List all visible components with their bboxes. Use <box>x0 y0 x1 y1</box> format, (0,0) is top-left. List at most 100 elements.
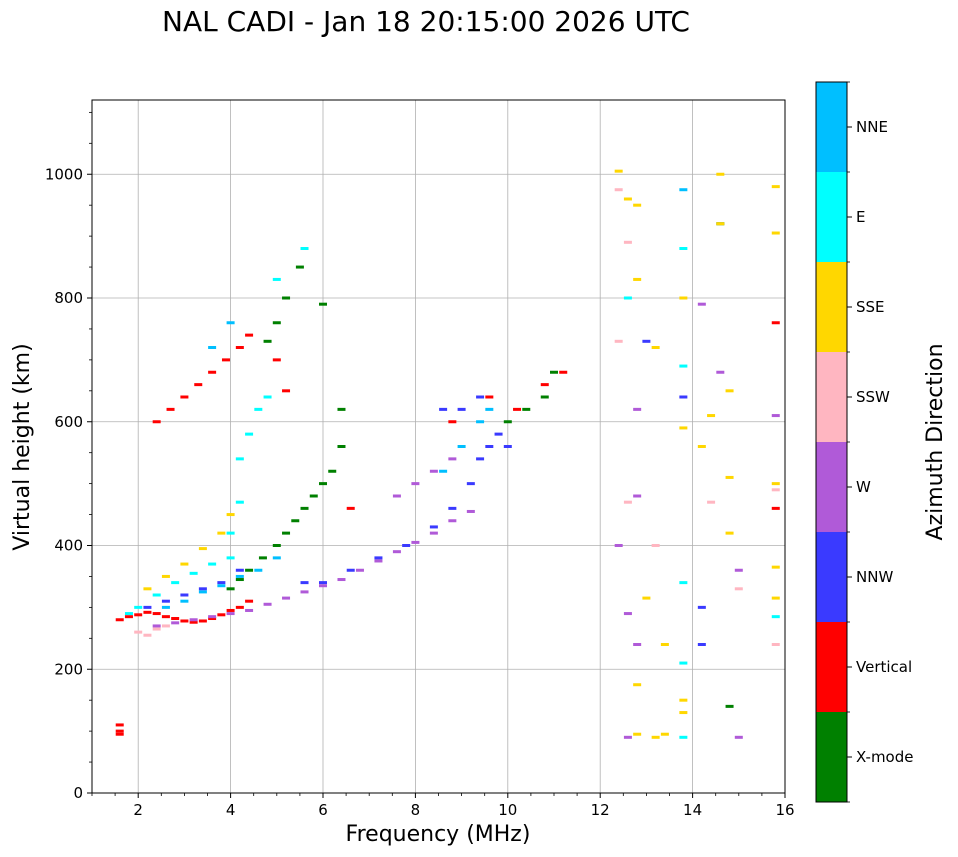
echo-point <box>134 613 143 617</box>
echo-point <box>466 482 475 486</box>
echo-point <box>272 321 281 325</box>
echo-point <box>642 596 651 600</box>
echo-point <box>374 559 383 563</box>
echo-point <box>503 445 512 448</box>
echo-point <box>771 321 780 325</box>
echo-point <box>208 370 217 374</box>
echo-point <box>448 506 457 510</box>
echo-point <box>198 547 207 551</box>
echo-point <box>411 482 420 486</box>
echo-point <box>189 618 198 622</box>
colorbar-segment <box>816 532 847 622</box>
echo-point <box>679 698 688 702</box>
y-axis-ticks: 0 200 400 600 800 1000 <box>45 111 92 802</box>
colorbar-segment <box>816 622 847 712</box>
echo-point <box>319 302 327 306</box>
echo-point <box>494 432 503 436</box>
echo-point <box>217 531 226 535</box>
echo-point <box>319 482 327 486</box>
x-tick-label: 12 <box>591 801 610 819</box>
echo-point <box>623 197 632 201</box>
echo-point <box>679 426 688 430</box>
echo-point <box>115 618 124 622</box>
echo-point <box>171 621 180 625</box>
echo-point <box>633 277 642 281</box>
echo-point <box>161 615 170 619</box>
echo-point <box>143 610 152 614</box>
chart-title: NAL CADI - Jan 18 20:15:00 2026 UTC <box>162 5 690 38</box>
echo-point <box>282 296 291 300</box>
echo-point <box>217 584 226 588</box>
echo-point <box>716 222 725 226</box>
colorbar-tick-label: X-mode <box>856 748 913 766</box>
echo-point <box>245 333 254 337</box>
colorbar-tick-label: NNE <box>856 118 888 136</box>
echo-point <box>208 562 217 566</box>
echo-point <box>679 188 688 192</box>
echo-point <box>337 578 346 582</box>
y-tick-label: 400 <box>54 537 83 555</box>
echo-point <box>697 605 706 609</box>
echo-point <box>180 395 189 399</box>
echo-point <box>226 531 235 535</box>
echo-point <box>697 445 706 448</box>
echo-point <box>282 389 291 393</box>
echo-point <box>263 339 272 343</box>
echo-point <box>623 735 632 739</box>
y-tick-label: 0 <box>73 784 83 802</box>
echo-point <box>707 414 716 418</box>
echo-point <box>189 620 198 624</box>
echo-point <box>235 568 244 572</box>
x-axis-ticks: 2 4 6 8 10 12 14 16 <box>91 793 795 819</box>
echo-point <box>623 500 632 504</box>
echo-point <box>734 735 743 739</box>
colorbar-segment <box>816 712 847 802</box>
echo-point <box>392 494 401 498</box>
echo-point <box>235 605 244 609</box>
colorbar-tick-label: Vertical <box>856 658 912 676</box>
echo-point <box>614 188 623 192</box>
trace-sse <box>143 169 780 739</box>
echo-point <box>550 370 558 374</box>
echo-point <box>429 525 438 529</box>
echo-point <box>152 612 161 616</box>
echo-point <box>734 587 743 591</box>
echo-point <box>166 407 175 411</box>
echo-point <box>226 587 235 591</box>
echo-point <box>161 624 170 628</box>
echo-point <box>429 469 438 473</box>
echo-point <box>134 605 143 609</box>
echo-point <box>226 321 235 325</box>
echo-point <box>143 605 152 609</box>
echo-point <box>346 506 355 510</box>
echo-point <box>660 643 669 646</box>
echo-point <box>226 612 235 616</box>
echo-point <box>295 265 304 269</box>
echo-point <box>771 615 780 619</box>
trace-ssw <box>134 188 780 646</box>
echo-point <box>439 469 448 473</box>
echo-point <box>152 627 161 631</box>
echo-point <box>457 445 466 448</box>
y-tick-label: 200 <box>54 660 83 678</box>
echo-point <box>651 346 660 349</box>
echo-point <box>651 735 660 739</box>
echo-point <box>402 544 411 547</box>
echo-point <box>623 296 632 300</box>
echo-point <box>217 613 226 617</box>
echo-point <box>235 457 244 461</box>
x-tick-label: 8 <box>411 801 421 819</box>
echo-point <box>485 407 494 411</box>
echo-point <box>319 584 327 588</box>
echo-point <box>716 172 725 176</box>
echo-point <box>198 619 207 623</box>
echo-point <box>152 420 161 424</box>
echo-point <box>161 599 170 603</box>
echo-point <box>171 617 180 621</box>
data-marks <box>115 169 780 739</box>
echo-point <box>503 420 512 424</box>
echo-point <box>679 661 688 665</box>
colorbar-tick-label: SSW <box>856 388 890 406</box>
echo-point <box>522 407 531 411</box>
echo-point <box>245 599 254 603</box>
